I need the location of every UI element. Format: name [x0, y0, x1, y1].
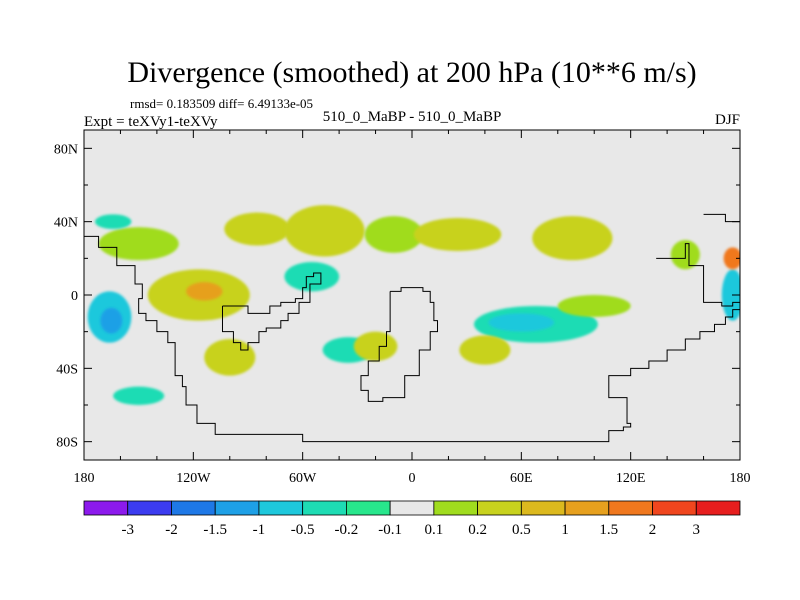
coastline-northeast [703, 213, 740, 226]
colorbar-label: -2 [165, 522, 178, 538]
colorbar-label: 0.5 [512, 522, 531, 538]
case-label: 510_0_MaBP - 510_0_MaBP [323, 109, 502, 125]
colorbar-box-6 [345, 500, 391, 516]
y-tick-label: 80N [54, 142, 78, 157]
coastline-layer [84, 213, 740, 443]
field-blob-7 [532, 216, 613, 261]
x-tick-label: 180 [74, 471, 95, 486]
colorbar-box-4 [258, 500, 304, 516]
colorbar-label: -3 [121, 522, 134, 538]
x-tick-label: 60E [510, 471, 533, 486]
x-tick-label: 0 [409, 471, 416, 486]
x-axis: 180 120W 60W 0 60E 120E 180 [74, 130, 751, 486]
colorbar-label: 1.5 [599, 522, 618, 538]
colorbar-box-5 [302, 500, 347, 516]
colorbar-label: -0.5 [291, 522, 315, 538]
field-blob-13 [488, 313, 555, 332]
colorbar-box-9 [477, 500, 522, 516]
colorbar: -3 -2 -1.5 -1 -0.5 -0.2 -0.1 0.1 0.2 0.5 1 1.5 2 3 [83, 500, 741, 538]
coastline-east [656, 243, 740, 307]
x-tick-label: 120E [616, 471, 646, 486]
colorbar-box-7 [389, 500, 435, 516]
y-tick-label: 40S [56, 362, 78, 377]
x-tick-label: 180 [730, 471, 751, 486]
colorbar-box-3 [214, 500, 260, 516]
colorbar-label: 2 [649, 522, 657, 538]
stats-label: rmsd= 0.183509 diff= 6.49133e-05 [130, 96, 313, 111]
colorbar-box-14 [695, 500, 741, 516]
field-blob-4 [284, 205, 365, 257]
field-blob-2 [186, 282, 223, 301]
colorbar-label: 3 [693, 522, 701, 538]
chart-title: Divergence (smoothed) at 200 hPa (10**6 … [127, 56, 696, 89]
field-blob-6 [413, 218, 502, 251]
coastline-africa [360, 287, 439, 402]
field-blob-19 [721, 269, 740, 321]
colorbar-box-10 [520, 500, 566, 516]
x-tick-label: 120W [176, 471, 211, 486]
colorbar-label: -1 [253, 522, 266, 538]
colorbar-box-1 [127, 500, 172, 516]
coastline-south-america [221, 272, 322, 351]
field-blob-11 [100, 307, 123, 334]
y-axis: 80N 40N 0 40S 80S [54, 142, 740, 451]
field-blob-20 [723, 247, 740, 270]
colorbar-box-2 [171, 500, 216, 516]
y-tick-label: 0 [71, 289, 78, 304]
field-blob-3 [224, 212, 290, 246]
experiment-label: Expt = teXVy1-teXVy [84, 114, 218, 130]
colorbar-label: 0.1 [424, 522, 443, 538]
season-label: DJF [715, 112, 740, 128]
colorbar-label: 0.2 [468, 522, 487, 538]
x-tick-label: 60W [289, 471, 317, 486]
colorbar-label: -0.2 [335, 522, 359, 538]
field-blob-17 [113, 386, 165, 406]
colorbar-box-0 [83, 500, 129, 516]
colorbar-label: -0.1 [378, 522, 402, 538]
colorbar-label: 1 [561, 522, 569, 538]
field-blob-21 [353, 331, 398, 362]
colorbar-label: -1.5 [203, 522, 227, 538]
colorbar-box-11 [564, 500, 610, 516]
y-tick-label: 40N [54, 216, 78, 231]
colorbar-box-13 [652, 500, 697, 516]
coastline-main [84, 235, 740, 443]
colorbar-box-12 [608, 500, 653, 516]
colorbar-box-8 [433, 500, 479, 516]
field-blob-15 [204, 339, 256, 376]
field-blob-14 [459, 335, 511, 365]
field-blob-5 [364, 216, 423, 253]
field-blob-22 [557, 295, 631, 317]
field-blob-8 [94, 214, 132, 230]
field-blob-0 [98, 227, 179, 261]
y-tick-label: 80S [56, 436, 78, 451]
